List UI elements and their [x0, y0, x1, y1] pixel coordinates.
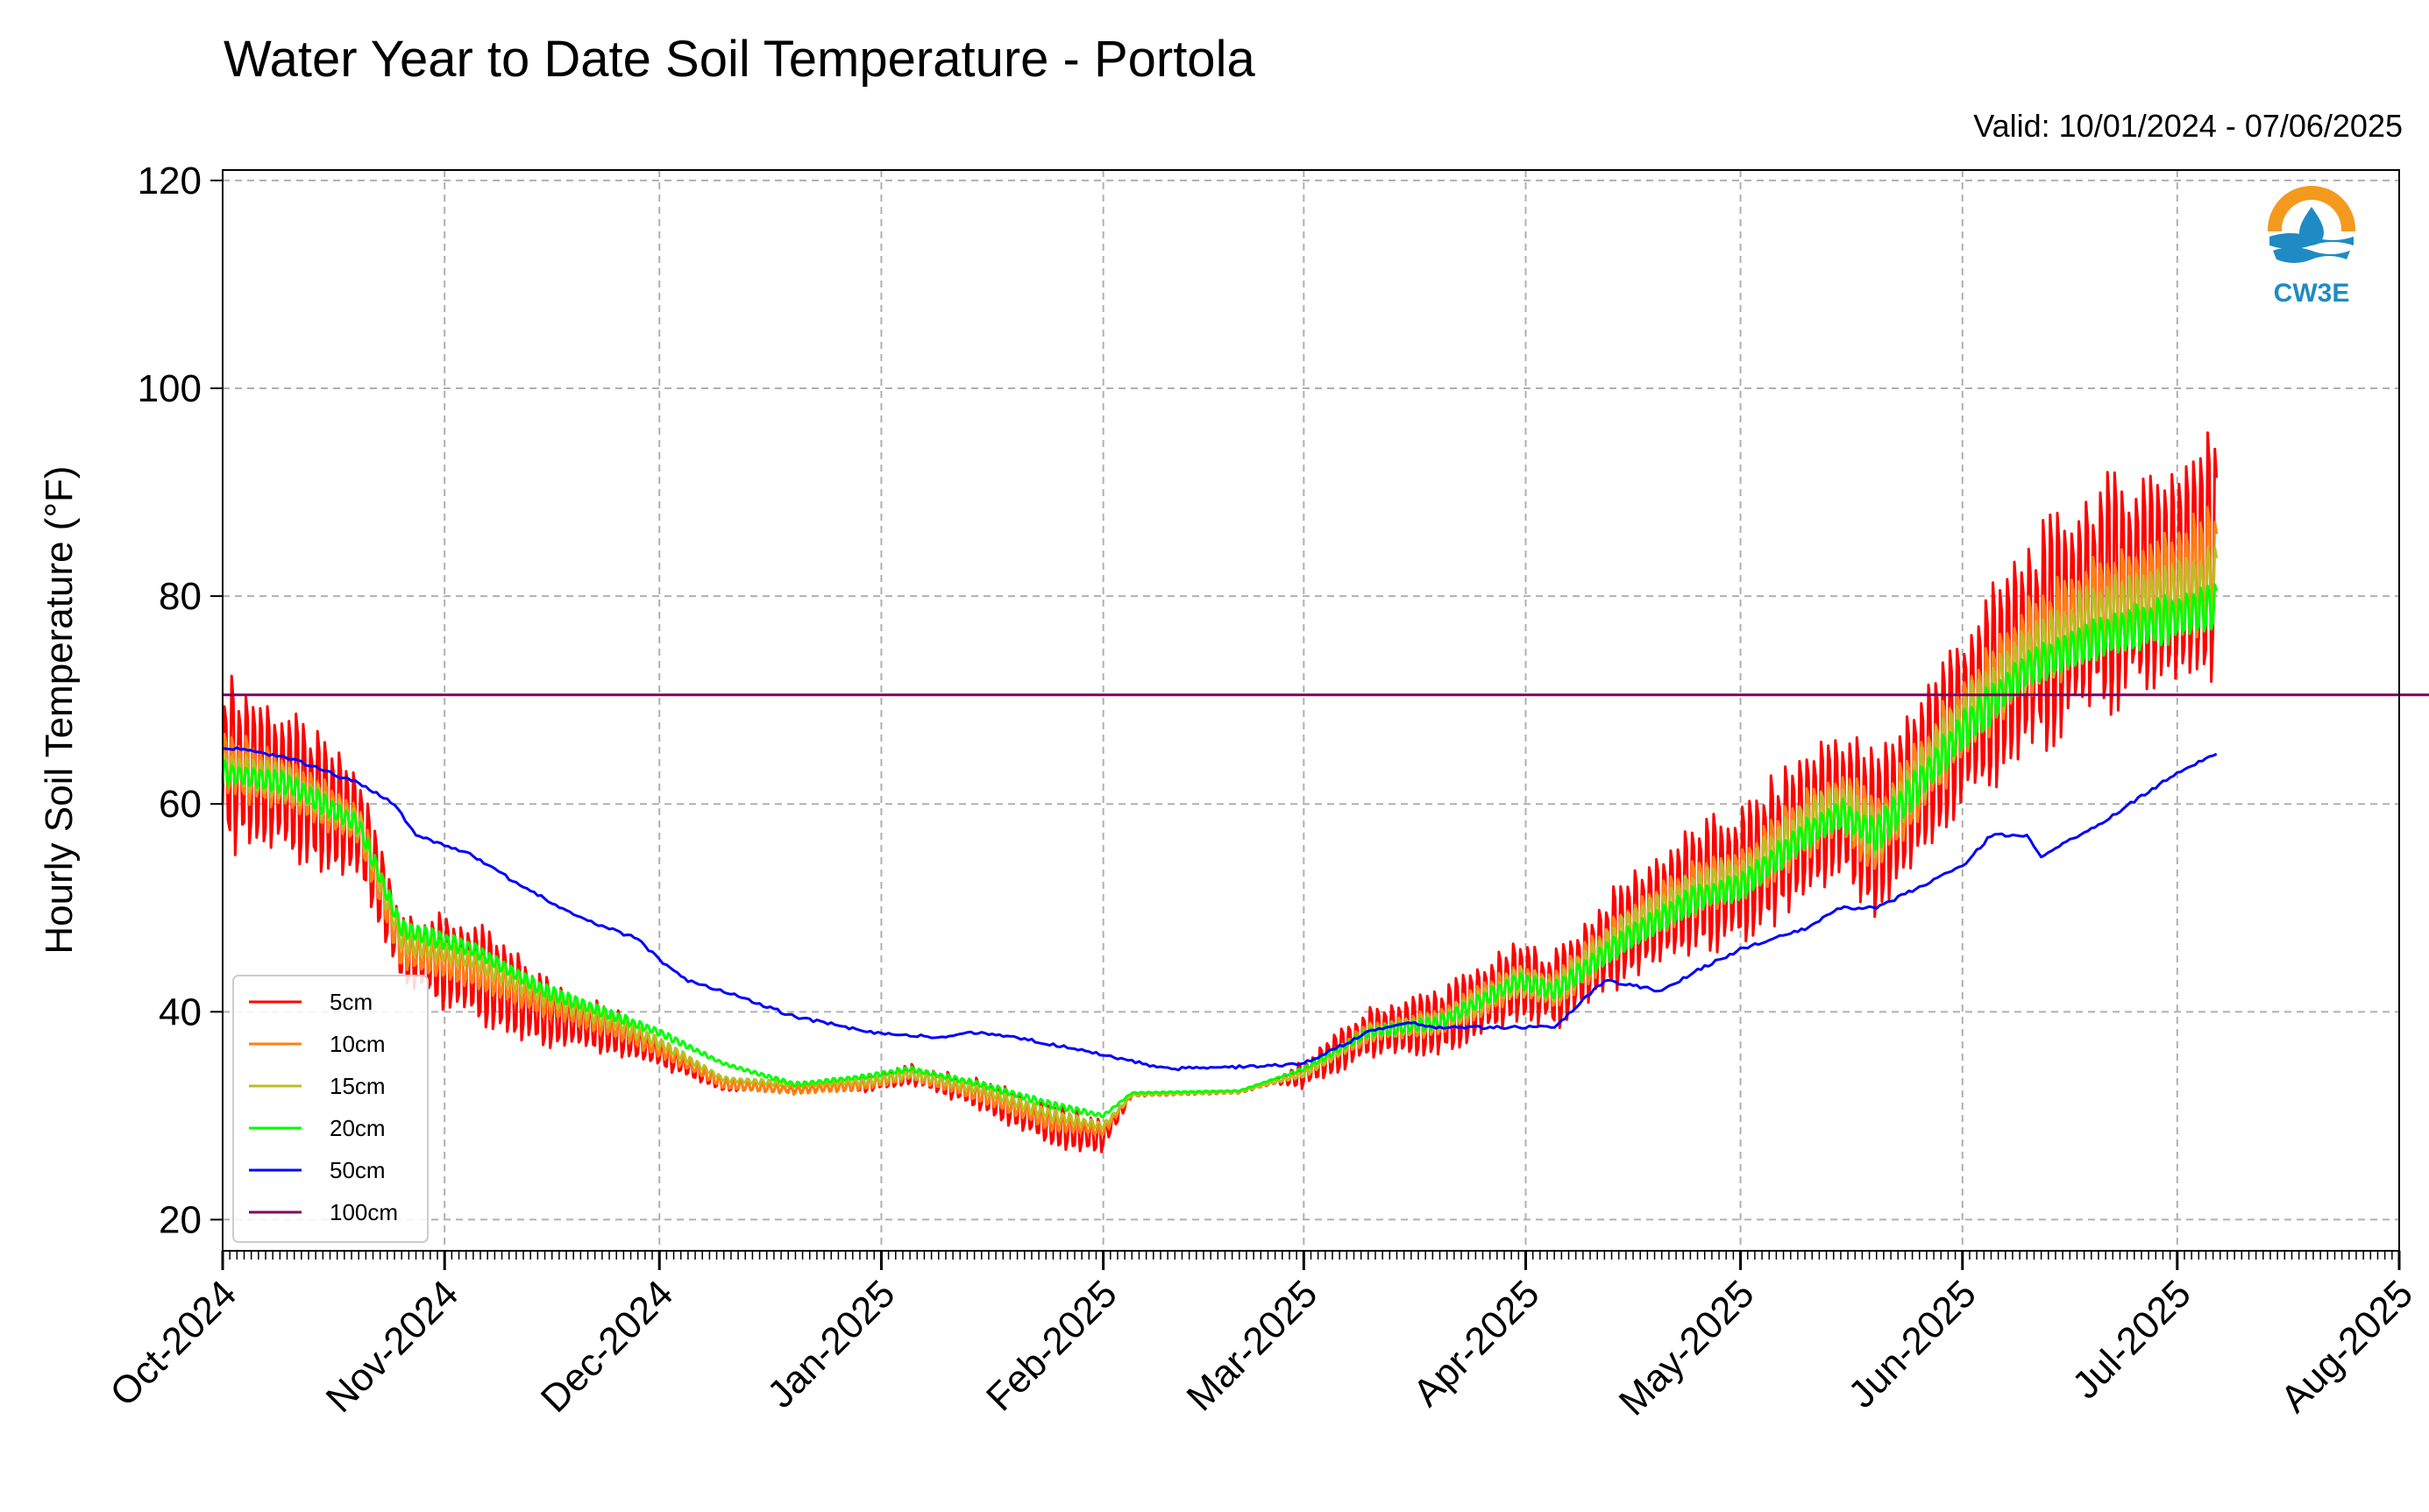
y-axis-label: Hourly Soil Temperature (°F) — [38, 465, 81, 954]
x-tick-label: Jun-2025 — [1840, 1272, 1984, 1416]
logo-text: CW3E — [2274, 279, 2350, 308]
legend-label-5cm: 5cm — [330, 989, 373, 1015]
y-tick-label: 80 — [159, 575, 202, 618]
y-tick-label: 120 — [138, 160, 202, 202]
y-tick-label: 60 — [159, 783, 202, 826]
x-tick-label: May-2025 — [1611, 1272, 1763, 1423]
x-tick-label: Mar-2025 — [1179, 1272, 1326, 1419]
legend: 5cm 10cm 15cm 20cm 50cm 100cm — [232, 975, 429, 1243]
x-tick-label: Aug-2025 — [2272, 1272, 2421, 1421]
legend-label-100cm: 100cm — [330, 1199, 398, 1225]
x-tick-label: Apr-2025 — [1405, 1272, 1548, 1415]
x-tick-label: Jan-2025 — [759, 1272, 903, 1416]
y-tick-label: 20 — [159, 1198, 202, 1241]
legend-label-10cm: 10cm — [330, 1031, 386, 1057]
series-line-20cm — [221, 583, 2219, 1118]
series-line-50cm — [222, 746, 2218, 1072]
x-tick-label: Dec-2024 — [533, 1272, 682, 1421]
cw3e-logo: CW3E — [2268, 186, 2355, 308]
x-tick-label: Oct-2024 — [102, 1272, 245, 1415]
legend-label-15cm: 15cm — [330, 1073, 386, 1099]
plot-frame — [222, 169, 2400, 1252]
logo-droplet-icon — [2299, 207, 2324, 245]
axis-labels: 20 40 60 80 100 120 Oct-2024 Nov-2024 Dec-2024 Ja… — [102, 160, 2421, 1424]
valid-date-range: Valid: 10/01/2024 - 07/06/2025 — [1973, 108, 2403, 144]
chart-title: Water Year to Date Soil Temperature - Po… — [224, 31, 1255, 88]
axis-ticks — [210, 179, 2401, 1270]
x-tick-label: Nov-2024 — [318, 1272, 467, 1421]
y-tick-label: 40 — [159, 990, 202, 1033]
x-tick-label: Jul-2025 — [2064, 1272, 2199, 1407]
x-tick-label: Feb-2025 — [978, 1272, 1126, 1419]
legend-label-50cm: 50cm — [330, 1157, 386, 1183]
legend-box — [232, 975, 429, 1243]
grid — [222, 170, 2400, 1251]
legend-label-20cm: 20cm — [330, 1115, 386, 1141]
series-lines — [221, 431, 2429, 1154]
y-tick-label: 100 — [138, 367, 202, 410]
